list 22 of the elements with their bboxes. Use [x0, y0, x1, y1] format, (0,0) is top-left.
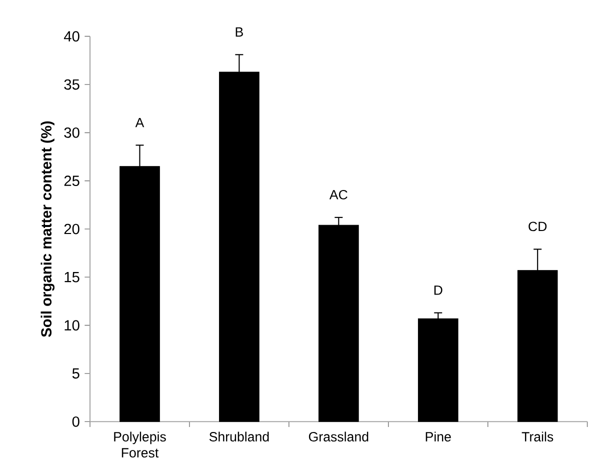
y-tick-label: 0: [72, 416, 80, 427]
y-tick-label: 35: [64, 79, 80, 90]
y-axis-title: Soil organic matter content (%): [40, 121, 54, 337]
annotation: D: [434, 286, 442, 295]
y-tick-label: 15: [64, 272, 80, 282]
bar: [318, 224, 359, 422]
y-tick-label: 10: [64, 320, 80, 331]
annotation: A: [135, 118, 144, 128]
y-tick-label: 5: [72, 368, 80, 379]
x-tick-label: Pine: [426, 432, 451, 442]
annotation: CD: [528, 222, 547, 232]
annotation: B: [236, 27, 243, 37]
x-tick-label: Trails: [522, 432, 554, 442]
x-tick-label: Shrubland: [209, 432, 269, 442]
x-tick-label: Polylepis Forest: [114, 432, 166, 458]
y-tick-label: 40: [64, 31, 80, 42]
y-tick-label: 30: [64, 127, 80, 138]
bar: [418, 318, 458, 422]
x-tick-label: Grassland: [308, 432, 368, 442]
y-tick-label: 20: [64, 224, 80, 234]
annotation: AC: [329, 190, 348, 200]
y-tick-label: 25: [64, 176, 80, 186]
